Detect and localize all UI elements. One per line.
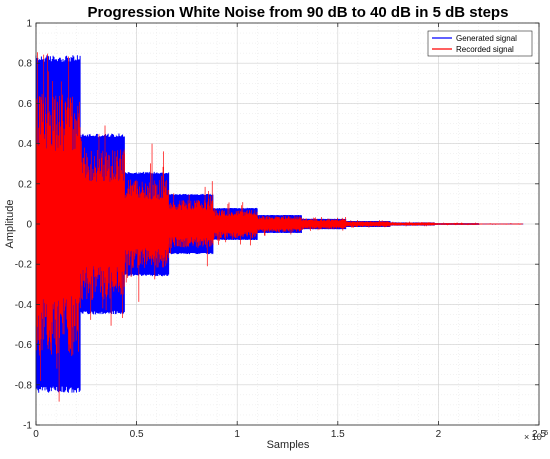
signal-segment [212, 202, 258, 246]
signal-segment [434, 222, 479, 226]
x-tick-label: 2 [436, 429, 442, 440]
y-tick-label: 0.8 [18, 59, 32, 70]
y-tick-label: 0.4 [18, 139, 32, 150]
x-exponent-label: × 10 6 [524, 430, 548, 442]
x-axis: 0 0.5 1 1.5 2 2.5 [33, 23, 546, 440]
series-recorded-signal [35, 52, 523, 402]
legend: Generated signal Recorded signal [427, 30, 533, 57]
signal-trace [345, 220, 391, 228]
signal-trace [168, 181, 214, 267]
signal-segment [301, 217, 346, 231]
y-tick-label: -0.6 [15, 340, 33, 351]
signal-segment [478, 223, 523, 225]
y-tick-label: -0.2 [15, 260, 33, 271]
signal-segment [79, 125, 125, 326]
y-tick-label: -1 [23, 421, 32, 432]
y-tick-label: -0.8 [15, 380, 33, 391]
x-tick-label: 1.5 [331, 429, 345, 440]
y-tick-label: -0.4 [15, 300, 33, 311]
series-layer [35, 52, 524, 402]
x-tick-label: 0 [33, 429, 39, 440]
x-axis-label: Samples [267, 439, 310, 451]
y-tick-label: 0 [26, 220, 32, 231]
signal-segment [168, 181, 214, 267]
x-tick-label: 2.5 [532, 429, 546, 440]
signal-trace [434, 222, 479, 226]
y-axis-label: Amplitude [4, 200, 16, 249]
chart-title: Progression White Noise from 90 dB to 40… [88, 4, 509, 21]
signal-segment [124, 143, 169, 302]
y-axis: -1 -0.8 -0.6 -0.4 -0.2 0 0.2 0.4 0.6 0.8 1 [15, 19, 539, 432]
y-tick-label: 1 [26, 19, 32, 30]
y-tick-label: 0.2 [18, 179, 32, 190]
signal-trace [79, 125, 125, 326]
signal-trace [212, 202, 258, 246]
legend-box [427, 30, 533, 57]
legend-label-generated: Generated signal [456, 34, 517, 43]
signal-segment [345, 220, 391, 228]
legend-label-recorded: Recorded signal [456, 45, 514, 54]
signal-trace [478, 223, 523, 225]
signal-segment [389, 221, 435, 227]
signal-trace [256, 215, 302, 236]
signal-trace [389, 221, 435, 227]
x-exponent-power: 6 [544, 430, 548, 437]
signal-segment [256, 215, 302, 236]
y-tick-label: 0.6 [18, 99, 32, 110]
x-tick-label: 1 [234, 429, 240, 440]
x-tick-label: 0.5 [130, 429, 144, 440]
signal-trace [301, 217, 346, 231]
signal-trace [124, 143, 169, 302]
